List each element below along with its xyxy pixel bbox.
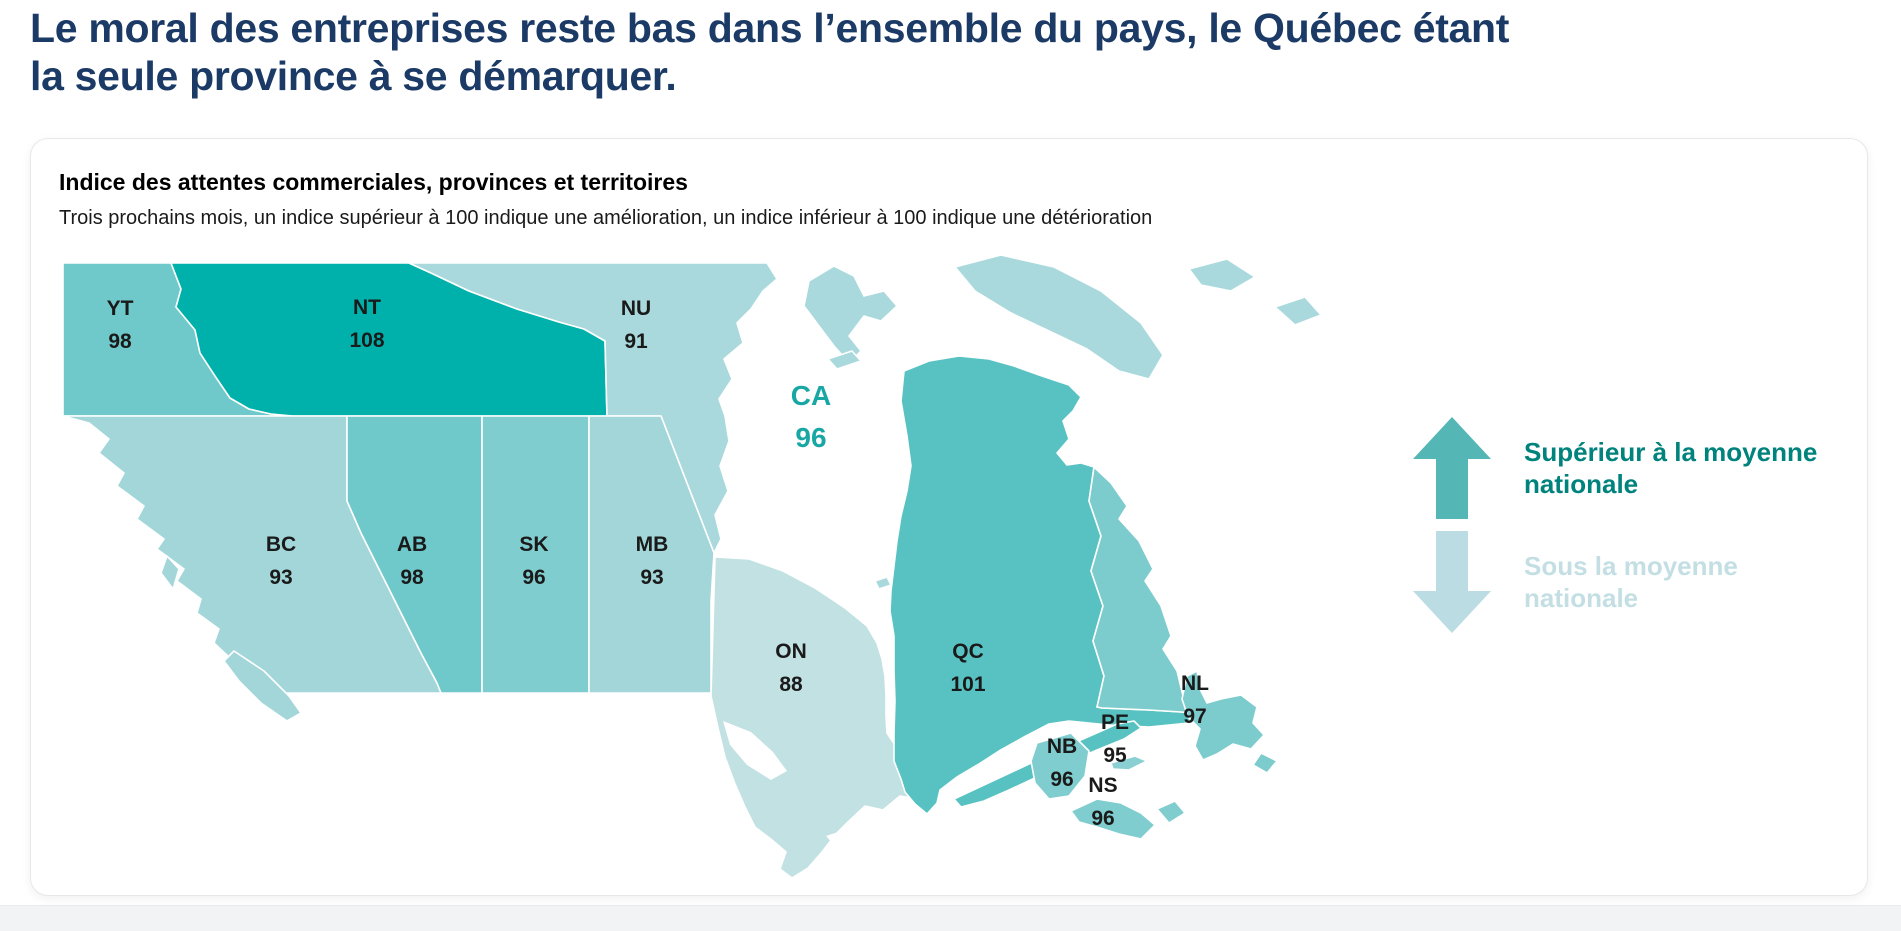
region-value: 88 xyxy=(779,673,803,696)
region-code: AB xyxy=(396,533,428,556)
region-code: NL xyxy=(1181,672,1209,695)
region-label-AB: AB 98 xyxy=(397,528,427,594)
legend-below-row: Sous la moyenne nationale xyxy=(1413,531,1853,633)
region-value: 96 xyxy=(1050,768,1074,791)
region-NU-island-ne1 xyxy=(1188,258,1256,292)
national-average-value: 96 xyxy=(795,422,827,453)
region-NB xyxy=(1030,732,1090,800)
map-legend: Supérieur à la moyenne nationale Sous la… xyxy=(1413,417,1853,645)
region-code: NT xyxy=(352,296,381,319)
region-label-NS: NS 96 xyxy=(1088,769,1117,835)
region-code: QC xyxy=(952,640,984,663)
region-value: 93 xyxy=(640,566,664,589)
region-label-ON: ON 88 xyxy=(775,635,807,701)
region-NS-cape-breton xyxy=(1156,800,1186,824)
region-label-MB: MB 93 xyxy=(636,528,669,594)
region-NS xyxy=(1070,798,1156,840)
region-value: 108 xyxy=(349,329,385,352)
region-PE xyxy=(1110,755,1148,771)
region-label-NL: NL 97 xyxy=(1181,667,1209,733)
great-lakes xyxy=(723,721,787,780)
map-labels: YT 98 NT 108 NU 91 BC 93 AB 98 SK 96 MB 93 ON 88 QC 101 NB… xyxy=(49,251,1321,896)
region-code: SK xyxy=(519,533,549,556)
region-NU-coats-island xyxy=(827,350,862,370)
down-arrow-icon xyxy=(1413,531,1491,633)
page-bottom-strip xyxy=(0,905,1901,931)
region-label-SK: SK 96 xyxy=(519,528,548,594)
canada-choropleth-map: YT 98 NT 108 NU 91 BC 93 AB 98 SK 96 MB 93 ON 88 QC 101 NB… xyxy=(49,251,1321,896)
region-value: 98 xyxy=(400,566,424,589)
region-code: YT xyxy=(106,297,134,320)
region-code: BC xyxy=(265,533,297,556)
region-value: 101 xyxy=(950,673,986,696)
region-code: ON xyxy=(775,640,807,663)
region-code: PE xyxy=(1100,711,1130,734)
legend-below-label: Sous la moyenne nationale xyxy=(1524,551,1738,613)
region-BC-haida-gwaii xyxy=(160,555,180,590)
region-NL-island xyxy=(1181,670,1265,761)
region-label-BC: BC 93 xyxy=(266,528,296,594)
legend-above-row: Supérieur à la moyenne nationale xyxy=(1413,417,1853,519)
region-NU-mainland xyxy=(408,262,778,554)
region-MB xyxy=(588,415,715,694)
region-label-NT: NT 108 xyxy=(349,291,384,357)
map-svg xyxy=(62,254,1321,879)
region-label-YT: YT 98 xyxy=(107,292,134,358)
region-BC-vancouver-island xyxy=(223,650,302,722)
chart-card: Indice des attentes commerciales, provin… xyxy=(30,138,1868,896)
region-code: MB xyxy=(635,533,669,556)
region-value: 98 xyxy=(108,330,132,353)
up-arrow-icon xyxy=(1413,417,1491,519)
chart-heading: Indice des attentes commerciales, provin… xyxy=(59,169,688,195)
region-value: 97 xyxy=(1183,705,1207,728)
region-NU-baffin-island xyxy=(954,254,1164,380)
national-average-code: CA xyxy=(790,380,832,411)
region-NU-island-ne2 xyxy=(1274,296,1321,326)
region-code: NU xyxy=(620,297,652,320)
region-label-PE: PE 95 xyxy=(1101,706,1129,772)
region-value: 93 xyxy=(269,566,293,589)
region-label-QC: QC 101 xyxy=(950,635,985,701)
region-label-NB: NB 96 xyxy=(1047,730,1077,796)
chart-subheading: Trois prochains mois, un indice supérieu… xyxy=(59,207,1153,229)
region-NL-avalon xyxy=(1252,752,1278,774)
region-code: NB xyxy=(1046,735,1078,758)
region-ON xyxy=(710,556,922,879)
legend-above-label: Supérieur à la moyenne nationale xyxy=(1524,437,1818,499)
georgian-bay xyxy=(826,829,847,851)
region-value: 95 xyxy=(1103,744,1127,767)
region-value: 96 xyxy=(1091,807,1115,830)
region-QC xyxy=(889,355,1198,815)
region-value: 91 xyxy=(624,330,648,353)
national-average-label: CA 96 xyxy=(791,375,831,459)
region-value: 96 xyxy=(522,566,546,589)
region-code: NS xyxy=(1088,774,1118,797)
page-title: Le moral des entreprises reste bas dans … xyxy=(30,5,1510,99)
region-NU-southampton-island xyxy=(803,265,898,364)
region-label-NU: NU 91 xyxy=(621,292,651,358)
